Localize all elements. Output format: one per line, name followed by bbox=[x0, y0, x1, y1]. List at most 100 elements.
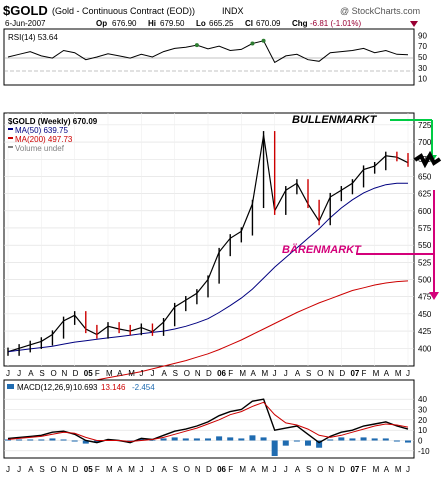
x-tick-label: M bbox=[106, 369, 113, 378]
bull-market-label: BULLENMARKT bbox=[292, 114, 378, 126]
x-tick-label: J bbox=[17, 369, 21, 378]
x-tick-label: A bbox=[295, 369, 301, 378]
price-panel-frame bbox=[3, 112, 415, 367]
macd-hist-bar bbox=[405, 440, 411, 443]
rsi-tick-label: 30 bbox=[418, 64, 427, 73]
legend-swatch bbox=[8, 137, 13, 139]
macd-hist-bar bbox=[327, 439, 334, 441]
x-tick-label: M bbox=[373, 465, 380, 474]
x-tick-label: A bbox=[117, 465, 123, 474]
x-tick-label: M bbox=[239, 465, 246, 474]
price-tick-label: 550 bbox=[418, 241, 432, 250]
price-tick-label: 475 bbox=[418, 293, 432, 302]
macd-hist-bar bbox=[182, 438, 189, 441]
x-tick-label: D bbox=[73, 465, 79, 474]
bear-market-label: BÄRENMARKT bbox=[282, 243, 362, 256]
macd-tick-label: -10 bbox=[418, 447, 430, 456]
macd-hist-bar bbox=[193, 438, 200, 441]
x-tick-label: A bbox=[384, 465, 390, 474]
rsi-overbought-point bbox=[261, 38, 266, 43]
x-tick-label: M bbox=[395, 465, 402, 474]
x-tick-label: J bbox=[273, 369, 277, 378]
symbol-description: (Gold - Continuous Contract (EOD)) bbox=[52, 6, 195, 16]
x-tick-label: 07 bbox=[350, 369, 359, 378]
x-tick-label: J bbox=[284, 465, 288, 474]
symbol-label: $GOLD bbox=[3, 3, 48, 18]
x-tick-label: O bbox=[50, 369, 56, 378]
macd-hist-bar bbox=[16, 439, 23, 441]
lo-value: 665.25 bbox=[209, 19, 234, 28]
macd-hist-bar bbox=[305, 440, 311, 446]
macd-hist-bar bbox=[393, 440, 400, 442]
x-tick-label: F bbox=[95, 465, 100, 474]
macd-tick-label: 10 bbox=[418, 426, 427, 435]
op-value: 676.90 bbox=[112, 19, 137, 28]
x-tick-label: D bbox=[206, 465, 212, 474]
macd-hist-bar bbox=[82, 440, 89, 444]
x-tick-label: 05 bbox=[84, 369, 93, 378]
legend-swatch bbox=[8, 128, 13, 130]
legend-label: MA(200) 497.73 bbox=[15, 135, 73, 144]
x-tick-label: O bbox=[50, 465, 56, 474]
x-axis-top: J J A S O N D 05 F M A M J J A S O N D 06 F M A M J J A S O N D 07 F M A M J bbox=[6, 369, 410, 378]
rsi-tick-label: 90 bbox=[418, 31, 427, 40]
x-tick-label: J bbox=[6, 369, 10, 378]
x-tick-label: M bbox=[128, 465, 135, 474]
rsi-overbought-point bbox=[250, 41, 255, 46]
down-arrow-icon bbox=[410, 21, 418, 27]
macd-hist-bar bbox=[93, 440, 100, 443]
macd-line bbox=[7, 398, 409, 444]
macd-hist-bar bbox=[60, 439, 67, 441]
x-tick-label: A bbox=[384, 369, 390, 378]
x-tick-label: J bbox=[150, 369, 154, 378]
price-tick-label: 700 bbox=[418, 138, 432, 147]
x-tick-label: D bbox=[206, 369, 212, 378]
x-tick-label: J bbox=[139, 465, 143, 474]
x-tick-label: N bbox=[328, 369, 334, 378]
x-tick-label: O bbox=[184, 369, 190, 378]
legend-label: MA(50) 639.75 bbox=[15, 126, 68, 135]
macd-signal-line bbox=[7, 401, 409, 443]
cl-label: Cl bbox=[245, 19, 253, 28]
x-tick-label: M bbox=[106, 465, 113, 474]
x-tick-label: J bbox=[150, 465, 154, 474]
x-tick-label: J bbox=[284, 369, 288, 378]
x-tick-label: F bbox=[95, 369, 100, 378]
x-tick-label: M bbox=[373, 369, 380, 378]
macd-hist-bar bbox=[371, 438, 378, 441]
macd-hist-bar bbox=[360, 437, 367, 441]
x-tick-label: O bbox=[317, 369, 323, 378]
x-tick-label: S bbox=[306, 465, 311, 474]
ohlc-readout: Op 676.90 Hi 679.50 Lo 665.25 Cl 670.09 … bbox=[96, 19, 361, 28]
legend-label: Volume undef bbox=[15, 144, 65, 153]
macd-hist-bar bbox=[216, 436, 223, 441]
op-label: Op bbox=[96, 19, 107, 28]
macd-tick-label: 20 bbox=[418, 416, 427, 425]
rsi-plot bbox=[7, 38, 409, 64]
macd-hist-bar bbox=[238, 438, 245, 441]
x-tick-label: A bbox=[162, 465, 168, 474]
x-tick-label: J bbox=[139, 369, 143, 378]
macd-panel-frame bbox=[3, 379, 415, 459]
macd-hist-bar bbox=[282, 440, 289, 446]
x-tick-label: F bbox=[362, 369, 367, 378]
price-tick-label: 575 bbox=[418, 224, 432, 233]
price-tick-label: 625 bbox=[418, 190, 432, 199]
macd-hist-bar bbox=[293, 440, 300, 442]
bear-arrow-icon bbox=[429, 292, 439, 300]
x-tick-label: D bbox=[73, 369, 79, 378]
x-tick-label: N bbox=[62, 369, 68, 378]
x-tick-label: A bbox=[295, 465, 301, 474]
chg-label: Chg bbox=[292, 19, 308, 28]
macd-hist-value: -2.454 bbox=[132, 383, 155, 392]
x-tick-label: D bbox=[339, 369, 345, 378]
x-tick-label: S bbox=[306, 369, 311, 378]
rsi-overbought-point bbox=[194, 43, 199, 48]
macd-label: MACD(12,26,9) bbox=[17, 383, 73, 392]
price-tick-label: 725 bbox=[418, 121, 432, 130]
macd-tick-label: 40 bbox=[418, 395, 427, 404]
x-tick-label: S bbox=[173, 465, 178, 474]
